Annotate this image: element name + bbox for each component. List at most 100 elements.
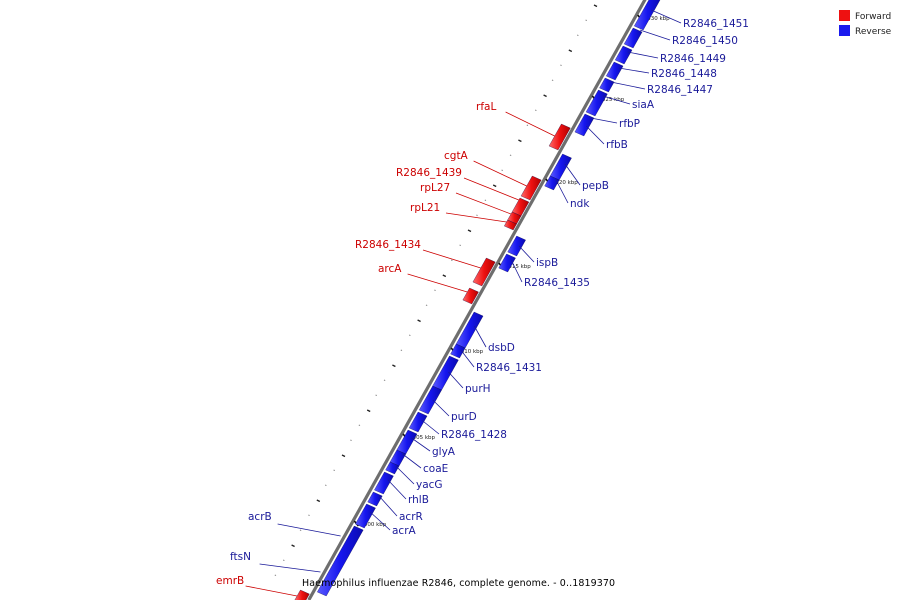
genome-caption: Haemophilus influenzae R2846, complete g… bbox=[302, 578, 616, 589]
leader-line bbox=[473, 325, 487, 348]
reverse-gene-block[interactable] bbox=[355, 503, 376, 529]
scale-dash bbox=[425, 304, 428, 307]
scale-dash bbox=[459, 244, 462, 247]
reverse-gene-block[interactable] bbox=[585, 89, 608, 117]
scale-dash bbox=[534, 109, 537, 112]
scale-dash bbox=[308, 514, 310, 517]
reverse-gene-block[interactable] bbox=[317, 525, 364, 597]
leader-line bbox=[610, 81, 646, 90]
scale-dash bbox=[543, 94, 547, 98]
leader-line bbox=[555, 179, 569, 204]
gene-label-purd[interactable]: purD bbox=[451, 411, 477, 423]
reverse-gene-block[interactable] bbox=[507, 235, 526, 257]
reverse-gene-block[interactable] bbox=[396, 429, 418, 455]
gene-label-rfbb[interactable]: rfbB bbox=[606, 139, 628, 151]
gene-label-ispb[interactable]: ispB bbox=[536, 257, 558, 269]
reverse-gene-block[interactable] bbox=[614, 45, 633, 65]
reverse-gene-block[interactable] bbox=[623, 27, 643, 49]
leader-line bbox=[369, 511, 391, 531]
gene-label-r2846-1447[interactable]: R2846_1447 bbox=[647, 84, 713, 96]
leader-line bbox=[422, 249, 481, 269]
leader-line bbox=[518, 245, 535, 263]
leader-line bbox=[395, 465, 415, 485]
gene-label-rfbp[interactable]: rfbP bbox=[619, 118, 640, 130]
gene-label-rfal[interactable]: rfaL bbox=[476, 101, 496, 113]
reverse-gene-block[interactable] bbox=[498, 253, 516, 273]
scale-dash bbox=[501, 169, 504, 172]
gene-label-r2846-1439[interactable]: R2846_1439 bbox=[396, 167, 462, 179]
reverse-gene-block[interactable] bbox=[408, 411, 428, 433]
reverse-gene-block[interactable] bbox=[550, 153, 572, 181]
scale-dash bbox=[509, 154, 512, 157]
legend: Forward Reverse bbox=[839, 10, 892, 37]
gene-label-r2846-1428[interactable]: R2846_1428 bbox=[441, 429, 507, 441]
scale-dash bbox=[350, 439, 352, 442]
scale-dash bbox=[392, 364, 396, 368]
leader-line bbox=[473, 160, 527, 187]
forward-gene-block[interactable] bbox=[548, 123, 571, 151]
reverse-gene-block[interactable] bbox=[385, 461, 400, 475]
leader-line bbox=[590, 117, 618, 124]
scale-dash bbox=[568, 49, 573, 53]
gene-label-r2846-1449[interactable]: R2846_1449 bbox=[660, 53, 726, 65]
leader-line bbox=[259, 563, 321, 573]
leader-line bbox=[245, 585, 298, 597]
reverse-gene-block[interactable] bbox=[606, 61, 624, 81]
gene-label-r2846-1435[interactable]: R2846_1435 bbox=[524, 277, 590, 289]
reverse-gene-block[interactable] bbox=[544, 175, 560, 191]
gene-label-purh[interactable]: purH bbox=[465, 383, 491, 395]
reverse-gene-block[interactable] bbox=[418, 385, 442, 415]
reverse-gene-block[interactable] bbox=[574, 113, 595, 137]
gene-label-cgta[interactable]: cgtA bbox=[444, 150, 469, 162]
gene-label-acra[interactable]: acrA bbox=[392, 525, 417, 537]
scale-dash bbox=[324, 484, 327, 487]
gene-label-rhlb[interactable]: rhlB bbox=[408, 494, 429, 506]
leader-line bbox=[618, 67, 650, 74]
gene-label-rpl21[interactable]: rpL21 bbox=[410, 202, 440, 214]
gene-label-r2846-1451[interactable]: R2846_1451 bbox=[683, 18, 749, 30]
gene-label-rpl27[interactable]: rpL27 bbox=[420, 182, 450, 194]
scale-dash bbox=[341, 454, 346, 458]
tick-label: 1500 kbp bbox=[360, 522, 386, 528]
gene-label-r2846-1448[interactable]: R2846_1448 bbox=[651, 68, 717, 80]
scale-dash bbox=[383, 379, 386, 382]
reverse-gene-block[interactable] bbox=[367, 491, 383, 507]
gene-label-ndk[interactable]: ndk bbox=[570, 198, 590, 210]
forward-gene-block[interactable] bbox=[504, 219, 517, 231]
scale-dash bbox=[551, 79, 554, 82]
leader-line bbox=[277, 523, 341, 537]
forward-gene-block[interactable] bbox=[294, 589, 310, 600]
gene-label-arca[interactable]: arcA bbox=[378, 263, 402, 275]
scale-dash bbox=[291, 544, 295, 548]
gene-label-acrr[interactable]: acrR bbox=[399, 511, 423, 523]
leader-line bbox=[463, 177, 519, 201]
legend-label-forward: Forward bbox=[855, 12, 891, 22]
leader-line bbox=[421, 419, 440, 435]
gene-label-glya[interactable]: glyA bbox=[432, 446, 456, 458]
reverse-gene-block[interactable] bbox=[374, 471, 394, 495]
gene-label-acrb[interactable]: acrB bbox=[248, 511, 272, 523]
gene-label-r2846-1431[interactable]: R2846_1431 bbox=[476, 362, 542, 374]
gene-label-siaa[interactable]: siaA bbox=[632, 99, 655, 111]
leader-line bbox=[639, 29, 671, 41]
reverse-gene-block[interactable] bbox=[450, 343, 466, 359]
reverse-gene-block[interactable] bbox=[634, 0, 661, 31]
forward-gene-block[interactable] bbox=[520, 175, 542, 201]
legend-swatch-reverse bbox=[839, 25, 850, 36]
scale-dash bbox=[442, 274, 447, 278]
forward-gene-block[interactable] bbox=[462, 287, 479, 305]
gene-label-r2846-1434[interactable]: R2846_1434 bbox=[355, 239, 421, 251]
gene-label-dsbd[interactable]: dsbD bbox=[488, 342, 515, 354]
reverse-gene-block[interactable] bbox=[599, 77, 615, 93]
scale-dash bbox=[358, 424, 361, 427]
forward-gene-block[interactable] bbox=[472, 257, 496, 287]
gene-label-coae[interactable]: coaE bbox=[423, 463, 448, 475]
gene-label-r2846-1450[interactable]: R2846_1450 bbox=[672, 35, 738, 47]
scale-dash bbox=[467, 229, 472, 233]
leader-line bbox=[387, 479, 407, 500]
gene-label-emrb[interactable]: emrB bbox=[216, 575, 244, 587]
gene-label-yacg[interactable]: yacG bbox=[416, 479, 443, 491]
gene-label-pepb[interactable]: pepB bbox=[582, 180, 609, 192]
gene-label-ftsn[interactable]: ftsN bbox=[230, 551, 251, 563]
